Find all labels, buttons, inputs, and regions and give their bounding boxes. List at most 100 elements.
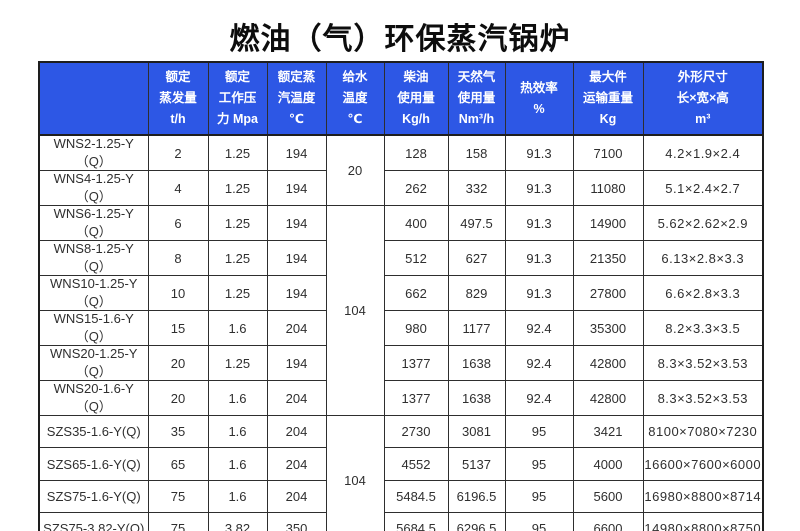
cell-dims: 5.1×2.4×2.7 (642, 170, 764, 206)
cell-steam_temp: 194 (266, 345, 327, 381)
cell-diesel: 512 (383, 240, 449, 276)
cell-diesel: 1377 (383, 380, 449, 416)
col-header-rated-evaporation: 额定 蒸发量 t/h (147, 61, 209, 136)
cell-diesel: 4552 (383, 447, 449, 481)
cell-model: SZS75-1.6-Y(Q) (38, 479, 149, 514)
header-line: 给水 (342, 70, 368, 84)
cell-evap: 75 (147, 512, 209, 531)
cell-steam_temp: 194 (266, 275, 327, 311)
cell-diesel: 662 (383, 275, 449, 311)
cell-model: WNS10-1.25-Y（Q） (38, 275, 149, 311)
cell-weight: 6600 (572, 512, 644, 531)
cell-dims: 6.6×2.8×3.3 (642, 275, 764, 311)
cell-weight: 3421 (572, 414, 644, 449)
table-row: WNS2-1.25-Y（Q） 2 1.25 194 20 128 158 91.3 7100 4.… (38, 134, 764, 206)
cell-gas: 1177 (447, 310, 506, 346)
cell-gas: 6296.5 (447, 512, 506, 531)
header-line: 最大件 (589, 70, 627, 84)
cell-weight: 21350 (572, 240, 644, 276)
cell-pressure: 1.6 (207, 380, 268, 416)
cell-pressure: 1.25 (207, 240, 268, 276)
cell-evap: 75 (147, 479, 209, 514)
cell-steam_temp: 204 (266, 414, 327, 449)
table-row: WNS15-1.6-Y（Q） 15 1.6 204 980 1177 92.4 35300 8.… (38, 310, 764, 346)
cell-steam_temp: 204 (266, 479, 327, 514)
header-line: 热效率 (520, 80, 558, 95)
cell-evap: 6 (147, 205, 209, 241)
cell-diesel: 5484.5 (383, 479, 449, 514)
cell-pressure: 1.25 (207, 275, 268, 311)
cell-evap: 35 (147, 414, 209, 449)
header-line: 柴油 (403, 70, 429, 84)
cell-eff: 92.4 (504, 380, 574, 416)
cell-weight: 5600 (572, 479, 644, 514)
table-row: SZS65-1.6-Y(Q) 65 1.6 204 4552 5137 95 4000 1660… (38, 447, 764, 481)
cell-steam_temp: 194 (266, 240, 327, 276)
cell-model: WNS20-1.25-Y（Q） (38, 345, 149, 381)
col-header-thermal-efficiency: 热效率% (504, 61, 574, 136)
col-header-rated-working-pressure: 额定 工作压力 Mpa (207, 61, 268, 136)
cell-gas: 829 (447, 275, 506, 311)
cell-dims: 16980×8800×8714 (642, 479, 764, 514)
cell-gas: 1638 (447, 380, 506, 416)
cell-weight: 42800 (572, 380, 644, 416)
table-row: SZS75-1.6-Y(Q) 75 1.6 204 5484.5 6196.5 95 5600… (38, 479, 764, 514)
cell-diesel: 400 (383, 205, 449, 241)
cell-evap: 4 (147, 170, 209, 206)
cell-eff: 95 (504, 447, 574, 481)
cell-steam_temp: 194 (266, 170, 327, 206)
table-row: WNS4-1.25-Y（Q） 4 1.25 194 262 332 91.3 11080 5.1… (38, 170, 764, 206)
cell-steam_temp: 204 (266, 380, 327, 416)
page-title: 燃油（气）环保蒸汽锅炉 (229, 22, 571, 57)
cell-gas: 1638 (447, 345, 506, 381)
cell-pressure: 3.82 (207, 512, 268, 531)
cell-feedwater-temp: 104 (325, 205, 385, 416)
cell-gas: 5137 (447, 447, 506, 481)
header-line: 使用量 (397, 91, 435, 105)
cell-eff: 91.3 (504, 275, 574, 311)
cell-gas: 158 (447, 134, 506, 171)
header-line: ℃ (288, 112, 305, 126)
cell-pressure: 1.25 (207, 205, 268, 241)
cell-model: SZS65-1.6-Y(Q) (38, 447, 149, 481)
cell-evap: 15 (147, 310, 209, 346)
header-row: 额定 蒸发量 t/h 额定 工作压力 Mpa 额定蒸 汽温度 ℃ 给水 温度 ℃ 柴油 使用量 Kg/h 天… (38, 61, 764, 136)
cell-gas: 3081 (447, 414, 506, 449)
cell-feedwater-temp: 104 (325, 415, 385, 531)
cell-diesel: 128 (383, 134, 449, 171)
cell-feedwater-temp: 20 (325, 134, 385, 206)
cell-model: SZS75-3.82-Y(Q) (38, 512, 149, 531)
header-line: % (533, 101, 545, 116)
cell-evap: 10 (147, 275, 209, 311)
cell-dims: 8.2×3.3×3.5 (642, 310, 764, 346)
col-header-max-transport-weight: 最大件 运输重量 Kg (572, 61, 644, 136)
header-line: m³ (695, 112, 711, 126)
cell-dims: 16600×7600×6000 (642, 447, 764, 481)
cell-gas: 6196.5 (447, 479, 506, 514)
cell-weight: 11080 (572, 170, 644, 206)
cell-evap: 20 (147, 380, 209, 416)
boiler-spec-table: 额定 蒸发量 t/h 额定 工作压力 Mpa 额定蒸 汽温度 ℃ 给水 温度 ℃ 柴油 使用量 Kg/h 天… (38, 61, 764, 531)
header-line: 使用量 (457, 91, 496, 105)
header-line: t/h (170, 112, 186, 126)
cell-dims: 8.3×3.52×3.53 (642, 345, 764, 381)
cell-steam_temp: 204 (266, 447, 327, 481)
cell-dims: 5.62×2.62×2.9 (642, 205, 764, 241)
cell-weight: 42800 (572, 345, 644, 381)
table-row: WNS6-1.25-Y（Q） 6 1.25 194 104 400 497.5 91.3 149… (38, 205, 764, 416)
cell-dims: 4.2×1.9×2.4 (642, 134, 764, 171)
header-line: 长×宽×高 (676, 91, 729, 105)
header-line: 外形尺寸 (677, 70, 728, 84)
cell-pressure: 1.6 (207, 447, 268, 481)
table-row: WNS20-1.6-Y（Q） 20 1.6 204 1377 1638 92.4 42800 8… (38, 380, 764, 416)
cell-evap: 2 (147, 134, 209, 171)
header-line: 天然气 (457, 70, 496, 84)
cell-model: WNS20-1.6-Y（Q） (38, 380, 149, 416)
cell-evap: 20 (147, 345, 209, 381)
cell-model: SZS35-1.6-Y(Q) (38, 414, 149, 449)
cell-eff: 91.3 (504, 134, 574, 171)
cell-steam_temp: 194 (266, 205, 327, 241)
cell-eff: 95 (504, 479, 574, 514)
col-header-diesel-usage: 柴油 使用量 Kg/h (383, 61, 449, 136)
cell-eff: 91.3 (504, 205, 574, 241)
